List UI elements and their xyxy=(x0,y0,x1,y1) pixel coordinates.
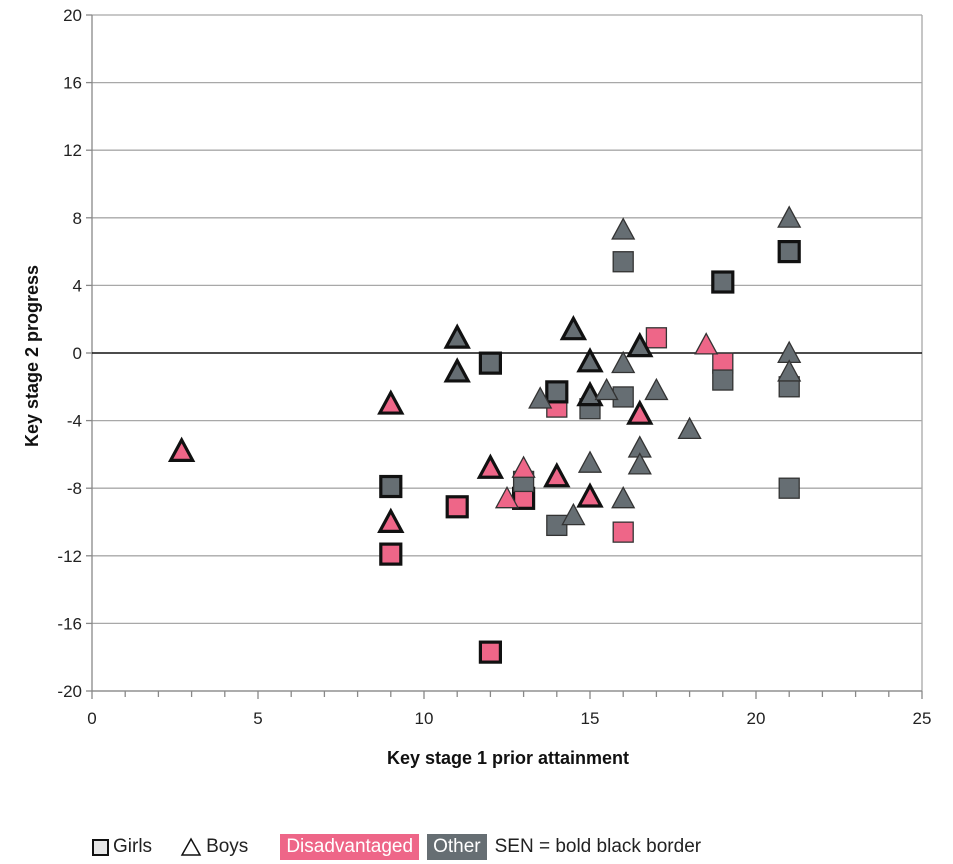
boy-triangle-point xyxy=(511,455,536,478)
y-tick-labels: -20 -16 -12 -8 -4 0 4 8 12 16 20 xyxy=(57,6,82,701)
legend-item-girls: Girls xyxy=(92,836,152,858)
girl-square-point xyxy=(478,640,502,664)
boy-triangle-point xyxy=(377,389,405,415)
scatter-chart: -20 -16 -12 -8 -4 0 4 8 12 16 20 0 5 10 15 20 25 Key st… xyxy=(22,6,931,768)
boy-triangle-point xyxy=(559,314,588,341)
boy-triangle-point xyxy=(577,450,603,473)
boy-triangle-point xyxy=(777,359,802,382)
y-axis-title: Key stage 2 progress xyxy=(22,265,42,447)
x-tick-label: 5 xyxy=(253,709,262,728)
boy-triangle-point xyxy=(777,205,802,228)
y-tick-label: -16 xyxy=(57,614,82,633)
boy-triangle-point xyxy=(543,462,571,488)
x-tick-label: 15 xyxy=(581,709,600,728)
boy-triangle-point xyxy=(626,399,654,425)
y-tick-label: 0 xyxy=(73,344,82,363)
y-tick-label: 16 xyxy=(63,74,82,93)
legend-label-girls: Girls xyxy=(113,836,153,857)
boy-triangle-point xyxy=(377,507,405,533)
girl-square-point xyxy=(379,542,403,566)
x-tick-label: 20 xyxy=(747,709,766,728)
girl-square-point xyxy=(778,477,800,499)
x-axis-title: Key stage 1 prior attainment xyxy=(387,748,629,768)
boy-triangle-point xyxy=(528,386,553,409)
girl-square-point xyxy=(712,369,734,391)
boy-triangle-point xyxy=(561,502,586,526)
girl-square-point xyxy=(777,240,801,264)
boy-triangle-point xyxy=(644,377,669,401)
girl-square-point xyxy=(478,351,502,375)
x-tick-labels: 0 5 10 15 20 25 xyxy=(87,709,931,728)
boy-triangle-point xyxy=(594,377,619,401)
x-tick-label: 25 xyxy=(913,709,932,728)
y-tick-label: 8 xyxy=(73,209,82,228)
data-points xyxy=(167,205,802,664)
legend-other-badge: Other xyxy=(427,834,487,860)
boy-triangle-point xyxy=(443,357,471,383)
boy-triangle-point xyxy=(167,436,196,462)
triangle-icon xyxy=(180,837,202,856)
girl-square-point xyxy=(546,514,568,537)
boy-triangle-point xyxy=(443,323,471,349)
girl-square-point xyxy=(545,380,569,404)
boy-triangle-point xyxy=(626,331,654,358)
y-tick-label: -4 xyxy=(67,412,82,431)
girl-square-point xyxy=(445,495,469,519)
boy-triangle-point xyxy=(476,453,505,479)
y-tick-label: 12 xyxy=(63,141,82,160)
x-tick-label: 10 xyxy=(415,709,434,728)
boy-triangle-point xyxy=(611,217,636,240)
legend-item-boys: Boys xyxy=(180,836,248,858)
boy-triangle-point xyxy=(627,452,652,475)
girl-square-point xyxy=(711,270,735,294)
boy-triangle-point xyxy=(694,332,719,355)
legend-disadvantaged-badge: Disadvantaged xyxy=(280,834,420,860)
legend-sen-note: SEN = bold black border xyxy=(494,836,702,857)
y-tick-label: -20 xyxy=(57,682,82,701)
gridlines xyxy=(92,14,923,692)
square-icon xyxy=(92,838,109,856)
y-tick-label: 4 xyxy=(73,276,82,295)
boy-triangle-point xyxy=(494,485,520,509)
girl-square-point xyxy=(612,251,634,273)
legend-label-boys: Boys xyxy=(206,836,249,857)
girl-square-point xyxy=(379,474,403,499)
legend: Girls Boys Disadvantaged Other SEN = bol… xyxy=(92,832,701,862)
x-tick-label: 0 xyxy=(87,709,96,728)
boy-triangle-point xyxy=(576,482,604,508)
y-tick-label: -12 xyxy=(57,547,82,566)
boy-triangle-point xyxy=(611,485,636,509)
boy-triangle-point xyxy=(611,350,636,374)
boy-triangle-point xyxy=(677,416,702,440)
girl-square-point xyxy=(645,327,668,349)
boy-triangle-point xyxy=(576,347,604,373)
y-tick-label: 20 xyxy=(63,6,82,25)
y-tick-label: -8 xyxy=(67,479,82,498)
girl-square-point xyxy=(612,521,634,543)
